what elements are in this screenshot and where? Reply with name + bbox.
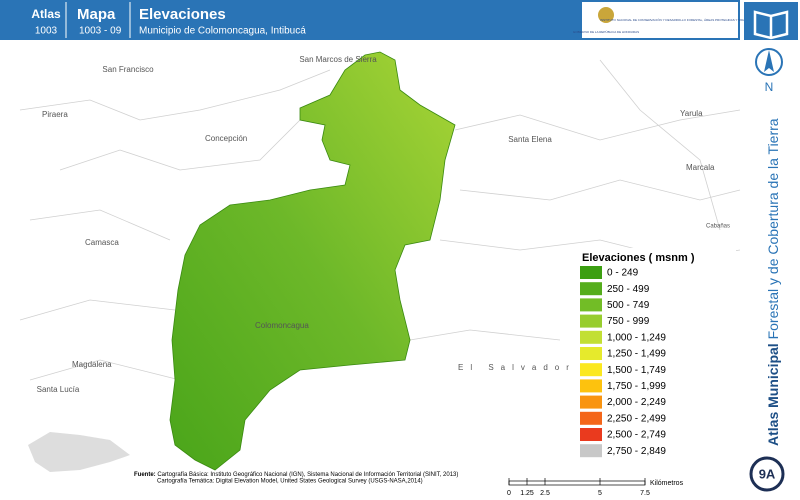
legend-label: 500 - 749: [607, 300, 650, 311]
legend-title: Elevaciones ( msnm ): [582, 252, 695, 264]
logo-right: INSTITUTO NACIONAL DE CONSERVACIÓN Y DES…: [600, 17, 768, 22]
legend-swatch: [580, 282, 602, 296]
scale-label: 2.5: [540, 490, 550, 497]
place-label: Colomoncagua: [255, 321, 309, 330]
scale-bar: Kilómetros 0 1.25 2.5 5 7.5: [507, 478, 684, 497]
legend-swatch: [580, 363, 602, 377]
place-label: Marcala: [686, 163, 715, 172]
boundaries: [19, 59, 741, 381]
legend-label: 2,000 - 2,249: [607, 397, 666, 408]
legend-swatch: [580, 411, 602, 425]
side-title-rest: Forestal y de Cobertura de la Tierra: [765, 118, 781, 339]
title: Elevaciones: [139, 6, 226, 23]
place-label: San Francisco: [102, 65, 154, 74]
source-line: Cartografía Temática: Digital Elevation …: [157, 479, 423, 485]
north-circle: [755, 48, 783, 76]
logo-left: GOBIERNO DE LA REPÚBLICA DE HONDURAS: [573, 29, 639, 34]
legend-swatch: [580, 347, 602, 360]
map-label: Mapa: [77, 6, 116, 23]
source-label: Fuente:: [134, 472, 156, 478]
legend-swatch: [580, 395, 602, 409]
place-label: Yarula: [680, 109, 703, 118]
legend-swatch: [580, 379, 602, 393]
scale-label: 0: [507, 490, 511, 497]
legend-label: 1,500 - 1,749: [607, 365, 666, 376]
place-label: Cabañas: [706, 224, 730, 230]
place-label: Camasca: [85, 238, 119, 247]
legend-label: 250 - 499: [607, 284, 650, 295]
badge-circle: [749, 456, 785, 492]
place-label: Santa Elena: [508, 135, 552, 144]
scale-rect: [508, 480, 646, 486]
legend-label: 1,250 - 1,499: [607, 349, 666, 360]
municipality: [169, 51, 456, 471]
place-label: Santa Lucía: [37, 385, 80, 394]
scale-label: 5: [598, 490, 602, 497]
north-label: N: [765, 80, 774, 94]
legend-label: 2,500 - 2,749: [607, 430, 666, 441]
legend-label: 2,250 - 2,499: [607, 413, 666, 424]
place-label: El Salvador: [458, 363, 576, 372]
legend-swatch: [580, 298, 602, 312]
legend-swatch: [580, 444, 602, 458]
source-line: Cartografía Básica: Instituto Geográfico…: [157, 472, 458, 478]
legend: Elevaciones ( msnm ) 0 - 249 250 - 499 500…: [576, 248, 736, 478]
legend-label: 1,000 - 1,249: [607, 332, 666, 343]
place-label: Piraera: [42, 110, 68, 119]
side-title-bold: Atlas Municipal: [765, 343, 781, 446]
place-label: Concepción: [205, 134, 247, 143]
scale-label: 7.5: [640, 490, 650, 497]
atlas-label: Atlas: [31, 7, 61, 21]
north-arrow: [764, 50, 774, 72]
legend-swatch: [580, 428, 602, 441]
legend-label: 750 - 999: [607, 316, 650, 327]
legend-label: 2,750 - 2,849: [607, 446, 666, 457]
inset-map: [28, 432, 130, 472]
logo-emblem: [598, 7, 614, 23]
place-label: Magdalena: [72, 360, 112, 369]
legend-swatch: [580, 266, 602, 279]
legend-swatch: [580, 314, 602, 328]
scale-label: 1.25: [520, 490, 534, 497]
atlas-code: 1003: [35, 26, 58, 37]
subtitle: Municipio de Colomoncagua, Intibucá: [139, 26, 306, 37]
badge: 9A: [759, 466, 776, 481]
side-title: Atlas Municipal Forestal y de Cobertura …: [765, 118, 781, 446]
map-code: 1003 - 09: [79, 26, 122, 37]
place-label: San Marcos de Sierra: [299, 55, 377, 64]
scale-unit: Kilómetros: [650, 480, 684, 487]
source: Fuente: Cartografía Básica: Instituto Ge…: [134, 472, 458, 478]
legend-swatch: [580, 330, 602, 344]
legend-box: [576, 248, 736, 478]
legend-label: 1,750 - 1,999: [607, 381, 666, 392]
legend-label: 0 - 249: [607, 268, 639, 279]
book-icon: [753, 10, 789, 40]
